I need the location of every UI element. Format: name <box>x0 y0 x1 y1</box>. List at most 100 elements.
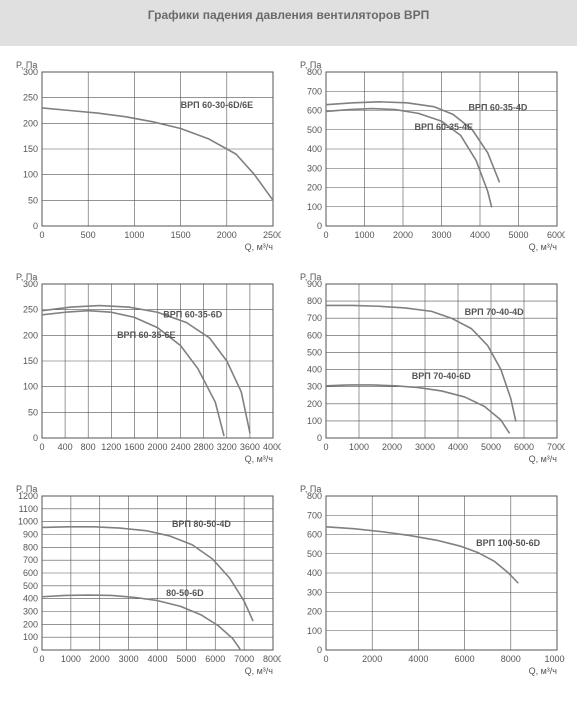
ytick-label: 700 <box>306 86 321 96</box>
y-axis-title: P, Па <box>300 272 321 282</box>
xtick-label: 3000 <box>431 230 451 240</box>
chart-c3: 0400800120016002000240028003200360040000… <box>8 268 281 468</box>
xtick-label: 2000 <box>392 230 412 240</box>
xtick-label: 2500 <box>263 230 281 240</box>
ytick-label: 1000 <box>18 517 38 527</box>
xtick-label: 0 <box>323 654 328 664</box>
x-axis-title: Q, м³/ч <box>245 454 274 464</box>
ytick-label: 500 <box>306 549 321 559</box>
xtick-label: 1000 <box>348 442 368 452</box>
ytick-label: 500 <box>23 581 38 591</box>
ytick-label: 700 <box>306 313 321 323</box>
ytick-label: 50 <box>28 195 38 205</box>
ytick-label: 200 <box>306 183 321 193</box>
chart-cell: 0100020003000400050006000700001002003004… <box>292 268 570 468</box>
y-axis-title: P, Па <box>16 272 37 282</box>
ytick-label: 600 <box>306 330 321 340</box>
ytick-label: 300 <box>306 163 321 173</box>
xtick-label: 10000 <box>544 654 565 664</box>
ytick-label: 400 <box>306 568 321 578</box>
xtick-label: 7000 <box>546 442 564 452</box>
chart-c1: 05001000150020002500050100150200250300ВР… <box>8 56 281 256</box>
page: Графики падения давления вентиляторов ВР… <box>0 0 577 700</box>
xtick-label: 2000 <box>90 654 110 664</box>
xtick-label: 0 <box>39 654 44 664</box>
xtick-label: 8000 <box>263 654 281 664</box>
chart-c5: 0100020003000400050006000700080000100200… <box>8 480 281 680</box>
ytick-label: 100 <box>306 416 321 426</box>
series-label: ВРП 70-40-4D <box>464 307 523 317</box>
xtick-label: 8000 <box>500 654 520 664</box>
series-label: ВРП 60-35-6D <box>163 309 222 319</box>
page-title: Графики падения давления вентиляторов ВР… <box>148 8 429 22</box>
ytick-label: 900 <box>23 530 38 540</box>
chart-cell: 0200040006000800010000010020030040050060… <box>292 480 570 680</box>
ytick-label: 100 <box>306 626 321 636</box>
xtick-label: 1000 <box>124 230 144 240</box>
xtick-label: 2400 <box>171 442 191 452</box>
ytick-label: 300 <box>306 382 321 392</box>
xtick-label: 3600 <box>240 442 260 452</box>
xtick-label: 1600 <box>124 442 144 452</box>
chart-c2: 0100020003000400050006000010020030040050… <box>292 56 565 256</box>
x-axis-title: Q, м³/ч <box>245 666 274 676</box>
chart-c6: 0200040006000800010000010020030040050060… <box>292 480 565 680</box>
xtick-label: 5000 <box>480 442 500 452</box>
ytick-label: 150 <box>23 144 38 154</box>
series-label: 80-50-6D <box>166 588 204 598</box>
ytick-label: 800 <box>306 296 321 306</box>
xtick-label: 3000 <box>119 654 139 664</box>
xtick-label: 3000 <box>414 442 434 452</box>
x-axis-title: Q, м³/ч <box>528 242 557 252</box>
ytick-label: 400 <box>23 594 38 604</box>
xtick-label: 3200 <box>217 442 237 452</box>
ytick-label: 0 <box>33 433 38 443</box>
series-label: ВРП 60-35-6E <box>117 330 176 340</box>
xtick-label: 1200 <box>101 442 121 452</box>
xtick-label: 6000 <box>454 654 474 664</box>
ytick-label: 0 <box>316 433 321 443</box>
ytick-label: 150 <box>23 356 38 366</box>
xtick-label: 5000 <box>508 230 528 240</box>
ytick-label: 400 <box>306 365 321 375</box>
ytick-label: 800 <box>23 542 38 552</box>
y-axis-title: P, Па <box>300 484 321 494</box>
ytick-label: 1100 <box>19 504 38 514</box>
xtick-label: 5000 <box>176 654 196 664</box>
xtick-label: 400 <box>58 442 73 452</box>
xtick-label: 0 <box>39 230 44 240</box>
chart-cell: 05001000150020002500050100150200250300ВР… <box>8 56 286 256</box>
chart-cell: 0100020003000400050006000010020030040050… <box>292 56 570 256</box>
xtick-label: 1500 <box>171 230 191 240</box>
ytick-label: 500 <box>306 347 321 357</box>
ytick-label: 250 <box>23 93 38 103</box>
series-label: ВРП 80-50-4D <box>172 519 231 529</box>
ytick-label: 700 <box>23 555 38 565</box>
xtick-label: 1000 <box>61 654 81 664</box>
x-axis-title: Q, м³/ч <box>528 454 557 464</box>
xtick-label: 4000 <box>408 654 428 664</box>
y-axis-title: P, Па <box>16 484 37 494</box>
ytick-label: 600 <box>306 530 321 540</box>
series-label: ВРП 60-35-4D <box>468 103 527 113</box>
ytick-label: 300 <box>23 607 38 617</box>
ytick-label: 200 <box>23 619 38 629</box>
charts-grid: 05001000150020002500050100150200250300ВР… <box>0 46 577 680</box>
ytick-label: 600 <box>23 568 38 578</box>
xtick-label: 0 <box>323 442 328 452</box>
x-axis-title: Q, м³/ч <box>245 242 274 252</box>
xtick-label: 4000 <box>447 442 467 452</box>
chart-c4: 0100020003000400050006000700001002003004… <box>292 268 565 468</box>
ytick-label: 100 <box>23 632 38 642</box>
chart-cell: 0400800120016002000240028003200360040000… <box>8 268 286 468</box>
xtick-label: 6000 <box>513 442 533 452</box>
ytick-label: 200 <box>306 607 321 617</box>
ytick-label: 200 <box>306 399 321 409</box>
xtick-label: 0 <box>323 230 328 240</box>
y-axis-title: P, Па <box>16 60 37 70</box>
ytick-label: 600 <box>306 106 321 116</box>
ytick-label: 100 <box>306 202 321 212</box>
xtick-label: 2800 <box>194 442 214 452</box>
xtick-label: 4000 <box>469 230 489 240</box>
ytick-label: 200 <box>23 118 38 128</box>
